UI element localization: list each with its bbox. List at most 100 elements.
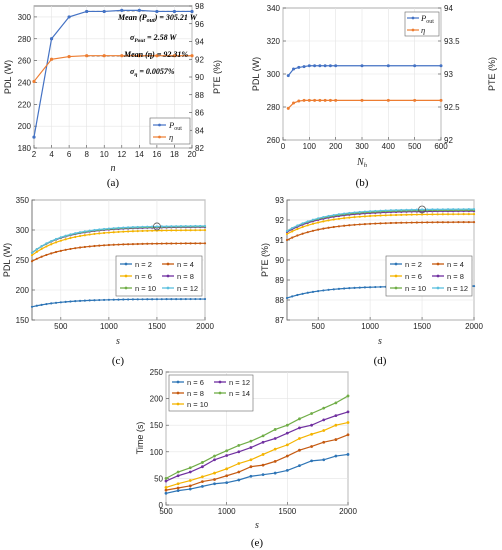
series-line-5-point [194,224,197,228]
series-line-1-point [201,480,204,483]
series-pout-line-b-point [307,64,311,68]
series-line-5-point [146,225,149,228]
series-line-2-point [311,222,315,225]
series-line-3-point [334,414,338,418]
legend-marker-2 [124,274,128,278]
series-line-0-point [176,489,180,493]
series-line-4-point [322,406,326,410]
x-tick-label: 2000 [196,322,214,331]
series-line-5-point [400,208,403,212]
series-line-2-point [54,241,58,244]
series-line-5-point [472,208,476,211]
series-line-0-point [40,303,43,306]
series-line-0-point [334,454,338,458]
legend-marker-0 [176,380,180,384]
series-pout-line-point [102,9,106,14]
series-line-2-point [363,215,367,218]
series-line-1-point [194,242,197,245]
series-line-4-point [334,401,338,405]
series-eta-line-b-point [313,98,317,102]
series-line-5-point [131,226,135,229]
series-line-2-point [389,214,392,217]
series-line-1-point [131,242,135,246]
series-line-5-point [384,209,387,212]
series-line-5-point [379,209,382,212]
series-line-2-point [415,213,418,216]
series-line-1-point [291,236,294,239]
series-line-4-point [261,434,265,438]
panel-b-xlabel: Nh [356,157,367,169]
series-pout-line-b-point [334,64,338,68]
series-line-3-point [346,410,350,414]
y2-tick-label: 82 [195,144,204,153]
y-tick-label: 88 [275,296,284,305]
series-line-1-point [45,253,48,257]
legend-marker-3 [436,274,440,278]
series-line-5-point [337,213,341,216]
series-line-0 [165,453,349,494]
series-line-3-point [237,450,241,454]
series-line-5-point [141,225,144,228]
series-line-0-point [273,471,277,475]
x-tick-label: 500 [408,142,422,151]
series-line-5-point [112,227,115,230]
series-line-1-point [122,243,125,246]
series-line-1-point [151,242,154,245]
x-tick-label: 2 [32,150,37,159]
panel-a-ylabel: PDL (W) [3,60,13,94]
panel-a-label: (a) [107,177,120,189]
series-line-1-point [40,255,43,258]
series-line-2-point [472,213,476,216]
annotation-sigma-pout: σPout = 2.58 W [130,33,177,44]
series-line-1-point [374,222,377,225]
series-line-5-point [369,210,372,213]
y-tick-label: 0 [159,501,164,510]
y2-tick-label: 94 [195,38,204,47]
series-line-3-point [201,465,204,469]
series-line-1-point [472,221,476,224]
series-line-2-point [35,250,38,253]
series-eta-line-point [120,54,124,58]
series-line-0-point [160,298,163,301]
series-line-2-point [164,486,168,489]
x-tick-label: 16 [152,150,161,159]
series-line-5-point [199,224,202,228]
series-line-5-point [311,218,315,221]
series-line-5-point [74,232,77,235]
series-line-1-point [311,229,315,232]
series-line-5-point [343,212,346,215]
series-line-4-point [237,444,241,447]
series-line-2-point [322,220,325,223]
legend-marker-4 [218,391,222,395]
series-line-0-point [363,286,367,289]
series-line-1-point [249,465,253,469]
series-line-5-point [363,210,367,213]
panel-e-xlabel: s [255,520,259,531]
legend-label-2: n = 10 [187,400,208,409]
series-line-5-point [410,208,413,211]
y-tick-label: 93 [275,196,284,205]
series-eta-line-b-point [439,98,443,102]
series-line-1-point [441,221,444,224]
y-tick-label: 91 [275,236,284,245]
series-line-0-point [50,302,53,305]
series-line-5-point [151,225,154,228]
series-line-5-point [189,224,192,228]
x-tick-label: 100 [303,142,317,151]
series-line-2-point [237,462,241,465]
series-line-0-point [201,484,204,488]
series-line-2-point [122,230,125,233]
annotation-sigma-eta: ση = 0.0057% [130,67,175,78]
series-line-0-point [472,284,476,288]
x-tick-label: 1000 [361,322,379,331]
series-pout-line-b-point [292,67,296,71]
series-line-3-point [261,440,265,444]
series-eta-line-b-point [286,106,290,110]
series-line-1-point [78,246,82,249]
series-line-0-point [88,299,91,302]
y-tick-label: 300 [16,226,30,235]
legend-label-4: n = 10 [405,284,426,293]
series-line-2-point [112,231,115,234]
series-line-1-point [431,221,434,224]
